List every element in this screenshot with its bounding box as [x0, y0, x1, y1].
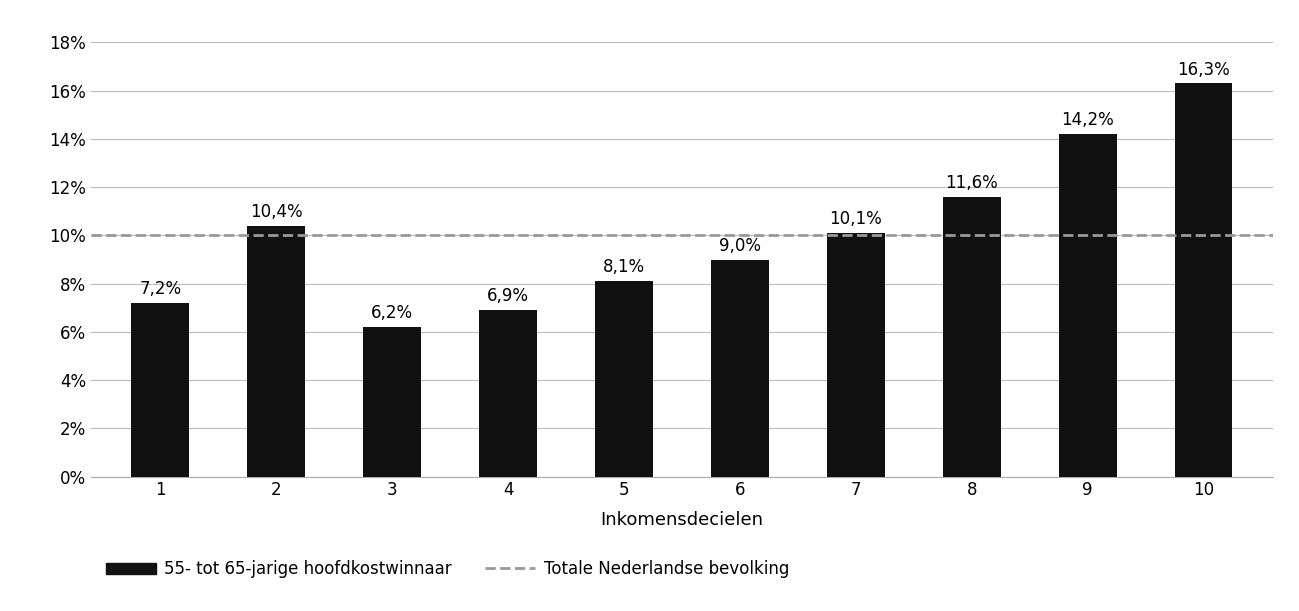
Legend: 55- tot 65-jarige hoofdkostwinnaar, Totale Nederlandse bevolking: 55- tot 65-jarige hoofdkostwinnaar, Tota… — [99, 554, 795, 585]
Bar — [827, 233, 885, 477]
Bar — [595, 281, 653, 477]
Bar — [943, 197, 1000, 477]
Text: 14,2%: 14,2% — [1061, 111, 1115, 130]
Text: 10,4%: 10,4% — [249, 203, 303, 221]
Bar — [247, 225, 305, 477]
Text: 8,1%: 8,1% — [603, 258, 646, 276]
Bar — [711, 260, 769, 477]
Text: 16,3%: 16,3% — [1177, 60, 1230, 79]
Text: 10,1%: 10,1% — [830, 210, 882, 228]
Text: 11,6%: 11,6% — [946, 174, 998, 192]
Text: 7,2%: 7,2% — [139, 280, 182, 298]
Text: 6,2%: 6,2% — [372, 304, 413, 322]
Bar — [1174, 84, 1233, 477]
Bar — [1059, 134, 1117, 477]
Text: 9,0%: 9,0% — [718, 236, 761, 255]
X-axis label: Inkomensdecielen: Inkomensdecielen — [600, 511, 764, 529]
Bar — [479, 310, 536, 477]
Text: 6,9%: 6,9% — [487, 287, 529, 306]
Bar — [131, 303, 190, 477]
Bar — [364, 327, 421, 477]
